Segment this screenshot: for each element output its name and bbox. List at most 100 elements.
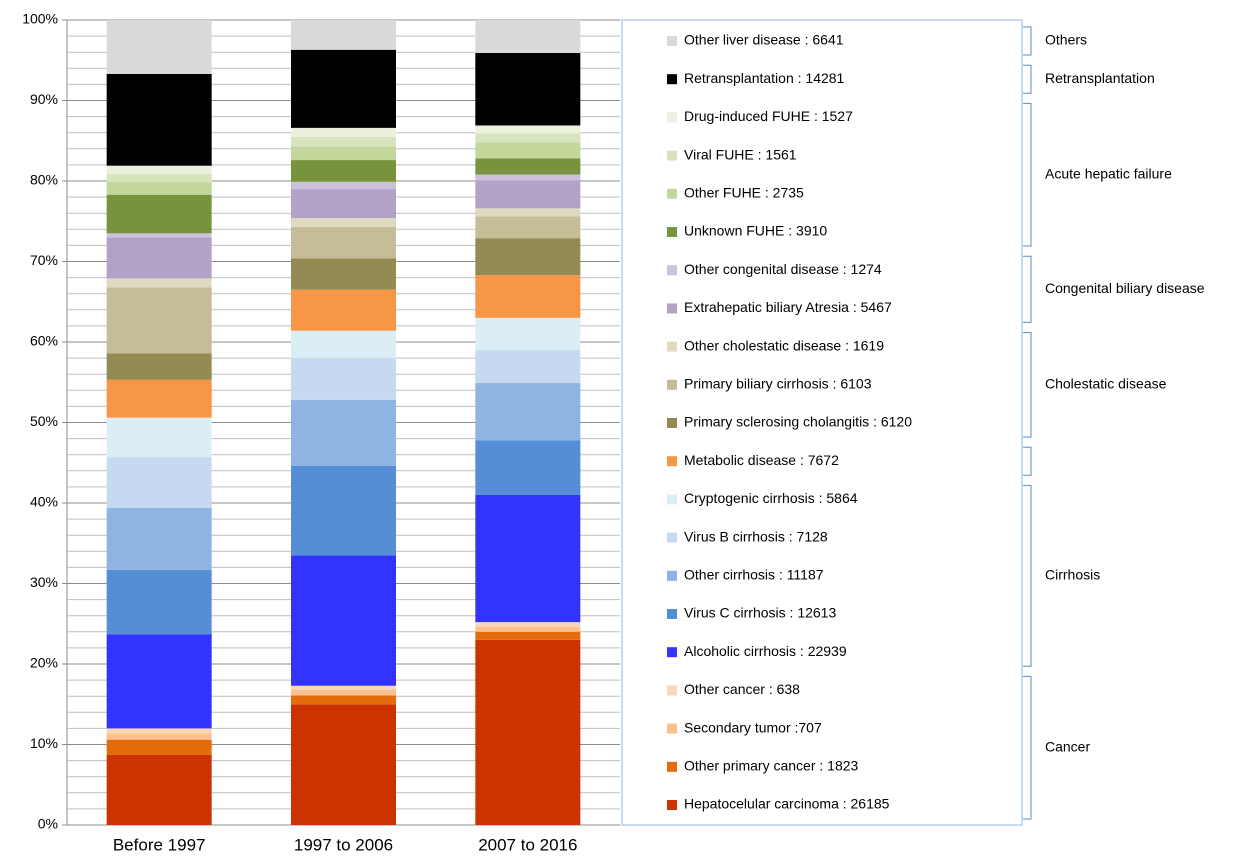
x-tick-label: Before 1997 [113, 835, 206, 854]
bar-segment [475, 275, 581, 318]
bar-segment [475, 317, 581, 351]
y-tick-label: 60% [30, 333, 58, 349]
group-bracket [1023, 255, 1032, 323]
bar-segment [291, 685, 396, 690]
bar-segment [291, 181, 396, 190]
group-label: Cancer [1045, 738, 1090, 754]
bar-segment [291, 399, 396, 466]
y-tick-label: 40% [30, 494, 58, 510]
bar-segment [291, 465, 396, 556]
bar-segment [291, 218, 396, 227]
bar-segment [291, 289, 396, 331]
group-label: Retransplantation [1045, 70, 1155, 86]
y-tick-label: 80% [30, 172, 58, 188]
bar-segment [106, 353, 212, 380]
y-tick-label: 10% [30, 735, 58, 751]
group-bracket [1023, 64, 1032, 94]
bar-segment [475, 494, 581, 623]
bar-segment [291, 20, 396, 50]
legend-swatch [667, 685, 677, 696]
bar-segment [475, 383, 581, 441]
legend-swatch [667, 418, 677, 428]
legend-label: Other primary cancer : 1823 [684, 758, 859, 774]
bar-segment [106, 739, 212, 755]
bar-segment [291, 189, 396, 219]
legend-box [621, 19, 1023, 826]
bar-segment [106, 165, 212, 174]
bar-segment [291, 127, 396, 137]
bar-segment [106, 379, 212, 418]
legend-label: Secondary tumor :707 [684, 719, 822, 735]
legend-swatch [667, 265, 677, 276]
bar-segment [106, 569, 212, 635]
legend-label: Virus B cirrhosis : 7128 [684, 528, 828, 544]
legend-label: Retransplantation : 14281 [684, 70, 845, 86]
legend-label: Other cholestatic disease : 1619 [684, 337, 884, 353]
bar-segment [291, 49, 396, 128]
bar-segment [291, 136, 396, 147]
bar-segment [106, 754, 212, 825]
legend-label: Primary sclerosing cholangitis : 6120 [684, 414, 912, 430]
bar-segment [475, 142, 581, 159]
bar-segment [106, 173, 212, 182]
group-bracket [1023, 675, 1032, 820]
legend-swatch [667, 570, 677, 581]
bar-segment [106, 507, 212, 570]
legend-swatch [667, 112, 677, 123]
legend-swatch [667, 303, 677, 314]
bar-segment [475, 440, 581, 495]
bar-segment [106, 20, 212, 74]
legend-label: Unknown FUHE : 3910 [684, 223, 827, 239]
y-tick-label: 30% [30, 574, 58, 590]
y-tick-label: 90% [30, 91, 58, 107]
legend-label: Viral FUHE : 1561 [684, 146, 797, 162]
legend-label: Drug-induced FUHE : 1527 [684, 108, 853, 124]
bar-segment [291, 695, 396, 705]
group-label: Cirrhosis [1045, 567, 1100, 583]
bar-segment [106, 237, 212, 279]
legend-swatch [667, 456, 677, 467]
legend-swatch [667, 800, 677, 810]
bar-segment [475, 216, 581, 239]
legend-label: Other liver disease : 6641 [684, 32, 844, 48]
legend-swatch [667, 341, 677, 352]
bar-segment [291, 358, 396, 400]
bar-segment [291, 330, 396, 359]
group-bracket [1023, 332, 1032, 438]
legend-swatch [667, 379, 677, 390]
legend-label: Other cirrhosis : 11187 [684, 567, 824, 583]
legend-swatch [667, 150, 677, 161]
group-bracket [1023, 102, 1032, 247]
bar-segment [475, 133, 581, 143]
group-label: Congenital biliary disease [1045, 280, 1205, 296]
bar-segment [475, 626, 581, 632]
legend-swatch [667, 74, 677, 85]
bar-segment [291, 555, 396, 686]
bar-segment [475, 631, 581, 640]
bar-segment [475, 125, 581, 134]
bar-segment [475, 238, 581, 276]
bar-segment [106, 73, 212, 166]
y-tick-label: 100% [22, 11, 58, 27]
y-tick-label: 20% [30, 655, 58, 671]
legend-swatch [667, 609, 677, 619]
legend-swatch [667, 188, 677, 199]
bar-segment [106, 181, 212, 195]
bar-segment [106, 728, 212, 734]
legend-swatch [667, 723, 677, 734]
legend-swatch [667, 36, 677, 46]
bar-segment [291, 226, 396, 259]
legend-swatch [667, 532, 677, 543]
bar-segment [475, 158, 581, 175]
bar-segment [106, 287, 212, 354]
bar-segment [475, 180, 581, 209]
bar-segment [475, 174, 581, 181]
bar-segment [106, 634, 212, 729]
legend-swatch [667, 761, 677, 772]
legend-label: Extrahepatic biliary Atresia : 5467 [684, 299, 892, 315]
bar-segment [475, 350, 581, 384]
group-label: Cholestatic disease [1045, 376, 1167, 392]
x-tick-label: 2007 to 2016 [478, 835, 577, 854]
bar-segment [291, 689, 396, 696]
